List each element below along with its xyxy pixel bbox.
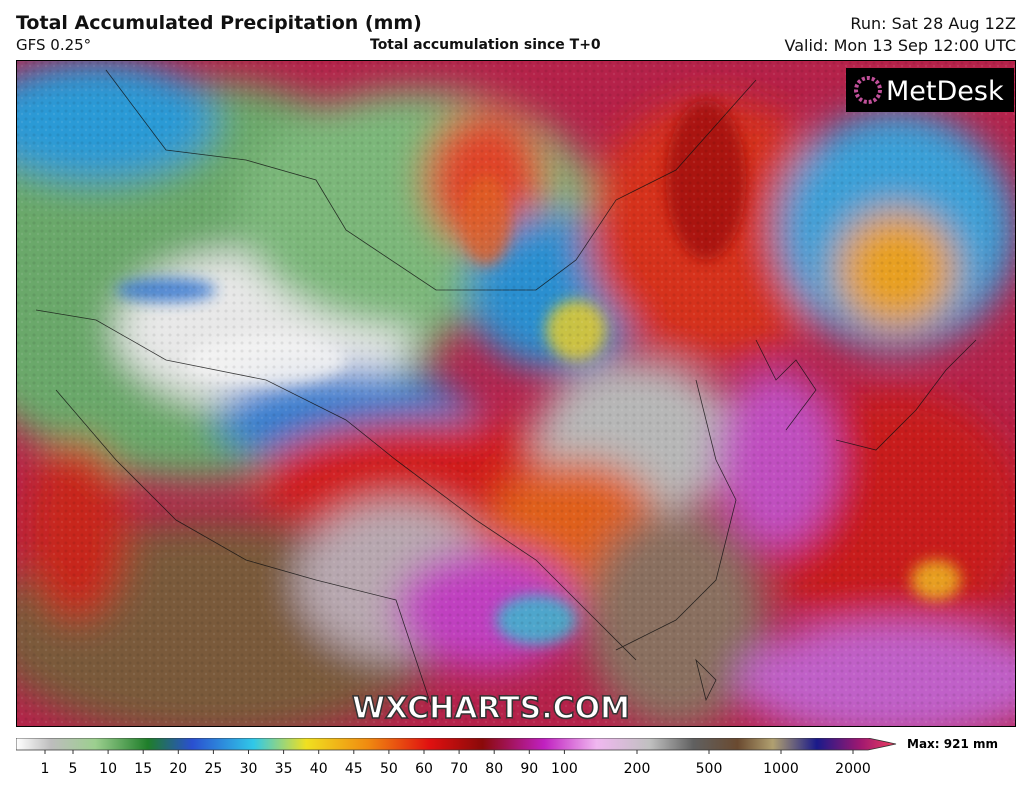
colorbar-label: 30 — [240, 761, 258, 777]
colorbar-label: 25 — [204, 761, 222, 777]
colorbar-label: 5 — [69, 761, 78, 777]
map: MetDesk WXCHARTS.COM — [16, 60, 1016, 727]
colorbar-label: 70 — [450, 761, 468, 777]
map-frame — [16, 60, 1016, 727]
colorbar-label: 20 — [169, 761, 187, 777]
colorbar-label: 100 — [551, 761, 578, 777]
colorbar-label: 15 — [134, 761, 152, 777]
title: Total Accumulated Precipitation (mm) — [16, 12, 422, 34]
max-label: Max: 921 mm — [907, 738, 998, 751]
logo-text: MetDesk — [886, 76, 1004, 107]
colorbar-label: 90 — [520, 761, 538, 777]
watermark: WXCHARTS.COM — [352, 691, 630, 726]
colorbar-label: 60 — [415, 761, 433, 777]
colorbar-label: 2000 — [835, 761, 871, 777]
borders — [35, 69, 977, 721]
logo: MetDesk — [846, 68, 1014, 112]
run: Run: Sat 28 Aug 12Z — [850, 14, 1016, 33]
subtitle: Total accumulation since T+0 — [370, 37, 601, 53]
valid: Valid: Mon 13 Sep 12:00 UTC — [784, 36, 1016, 55]
colorbar-label: 10 — [99, 761, 117, 777]
colorbar-label: 80 — [485, 761, 503, 777]
colorbar-label: 500 — [696, 761, 723, 777]
colorbar-label: 40 — [310, 761, 328, 777]
colorbar-label: 1000 — [763, 761, 799, 777]
colorbar-label: 35 — [275, 761, 293, 777]
colorbar-label: 50 — [380, 761, 398, 777]
colorbar-label: 200 — [624, 761, 651, 777]
model: GFS 0.25° — [16, 36, 92, 54]
precip-field — [16, 60, 1016, 727]
colorbar-label: 1 — [41, 761, 50, 777]
colorbar-label: 45 — [345, 761, 363, 777]
colorbar: Max: 921 mm 1 5 10 15 20 25 30 35 40 45 50 60 70 80 90… — [16, 738, 998, 777]
